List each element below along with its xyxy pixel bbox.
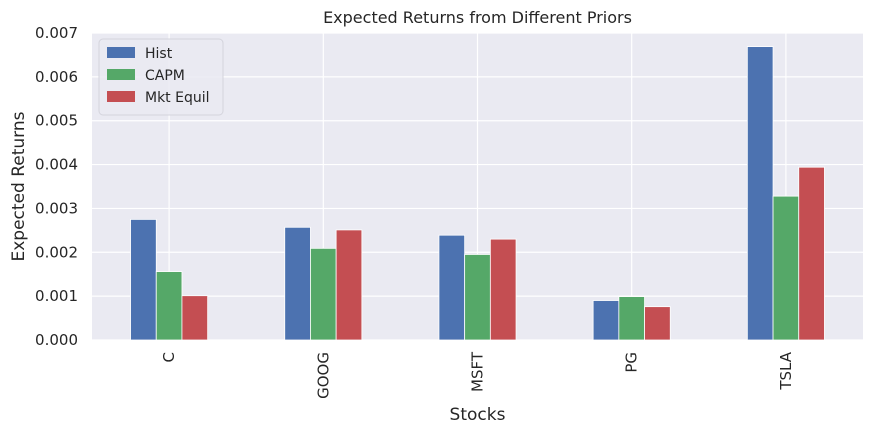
bar-mkt-equil-pg xyxy=(644,306,671,341)
x-axis-label: Stocks xyxy=(450,405,506,425)
x-tick-label: TSLA xyxy=(777,351,795,390)
y-tick-label: 0.003 xyxy=(35,199,78,217)
y-axis-label: Expected Returns xyxy=(9,111,29,261)
y-tick-label: 0.001 xyxy=(35,287,78,305)
y-tick-label: 0.005 xyxy=(35,112,78,130)
legend-swatch xyxy=(107,47,135,58)
bar-capm-c xyxy=(155,271,183,341)
bar-capm-tsla xyxy=(772,195,800,341)
bar-mkt-equil-goog xyxy=(335,229,363,341)
x-tick-label: C xyxy=(160,352,178,362)
bar-hist-c xyxy=(130,218,157,341)
chart-title: Expected Returns from Different Priors xyxy=(323,8,632,27)
legend-label: CAPM xyxy=(145,68,185,84)
bar-mkt-equil-msft xyxy=(489,238,517,341)
y-tick-label: 0.006 xyxy=(35,68,78,86)
y-tick-label: 0.000 xyxy=(35,331,78,349)
y-tick-labels: 0.000 0.001 0.002 0.003 0.004 0.005 0.006 0.007 xyxy=(35,24,78,349)
legend-label: Mkt Equil xyxy=(145,90,210,106)
legend-swatch xyxy=(107,91,135,102)
bar-mkt-equil-tsla xyxy=(798,166,825,341)
x-tick-label: MSFT xyxy=(469,351,487,392)
bar-hist-tsla xyxy=(746,46,774,341)
bar-capm-goog xyxy=(310,247,337,341)
bar-capm-msft xyxy=(464,254,491,341)
legend: Hist CAPM Mkt Equil xyxy=(98,38,224,116)
bar-hist-goog xyxy=(284,226,311,341)
x-tick-labels: C GOOG MSFT PG TSLA xyxy=(160,351,795,399)
x-tick-label: PG xyxy=(623,352,641,373)
bar-capm-pg xyxy=(618,296,645,341)
bar-hist-pg xyxy=(592,300,620,341)
bars xyxy=(130,46,825,341)
y-tick-label: 0.002 xyxy=(35,243,78,261)
y-tick-label: 0.007 xyxy=(35,24,78,42)
bar-mkt-equil-c xyxy=(181,295,209,341)
legend-swatch xyxy=(107,69,135,80)
y-tick-label: 0.004 xyxy=(35,156,78,174)
x-tick-label: GOOG xyxy=(314,352,332,399)
legend-label: Hist xyxy=(145,46,173,62)
bar-hist-msft xyxy=(438,234,466,341)
